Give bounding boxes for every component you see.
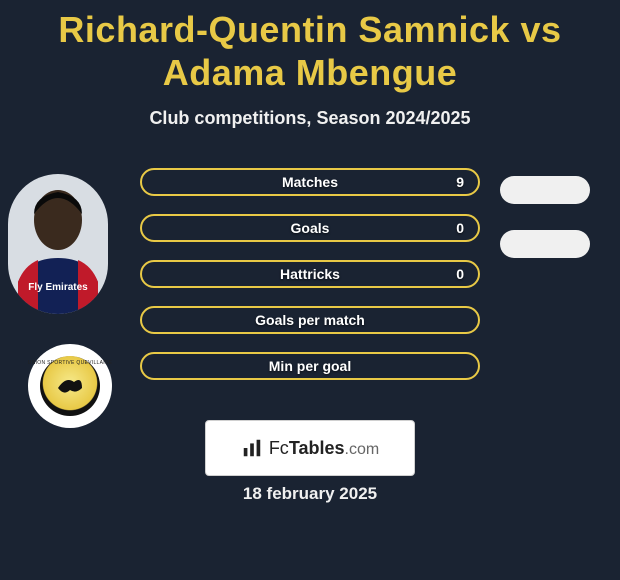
stat-value: 0 [456, 220, 464, 236]
stat-row: Matches 9 [140, 168, 480, 196]
stat-label: Matches [282, 174, 338, 190]
sponsor-text: Fly Emirates [28, 282, 88, 293]
club-badge-inner: UNION SPORTIVE QUEVILLAISE [40, 356, 100, 416]
stat-label: Goals per match [255, 312, 365, 328]
watermark-tables: Tables [289, 438, 345, 458]
stat-label: Min per goal [269, 358, 351, 374]
watermark-fc: Fc [269, 438, 289, 458]
stat-row: Goals per match [140, 306, 480, 334]
date-label: 18 february 2025 [243, 484, 377, 504]
stat-value: 0 [456, 266, 464, 282]
stat-label: Goals [291, 220, 330, 236]
subtitle: Club competitions, Season 2024/2025 [0, 108, 620, 129]
club-badge-text: UNION SPORTIVE QUEVILLAISE [28, 360, 112, 366]
stat-row: Goals 0 [140, 214, 480, 242]
stat-row: Hattricks 0 [140, 260, 480, 288]
club-badge-icon [52, 368, 88, 404]
watermark-com: .com [345, 441, 380, 458]
watermark: FcTables.com [205, 420, 415, 476]
player-photo: Fly Emirates [8, 174, 108, 314]
page-title: Richard-Quentin Samnick vs Adama Mbengue [0, 0, 620, 94]
stat-row: Min per goal [140, 352, 480, 380]
stats-container: Matches 9 Goals 0 Hattricks 0 Goals per match M… [140, 168, 480, 398]
comparison-pill-2 [500, 230, 590, 258]
comparison-pill-1 [500, 176, 590, 204]
stat-value: 9 [456, 174, 464, 190]
bar-chart-icon [241, 437, 263, 459]
club-badge: UNION SPORTIVE QUEVILLAISE [28, 344, 112, 428]
stat-label: Hattricks [280, 266, 340, 282]
